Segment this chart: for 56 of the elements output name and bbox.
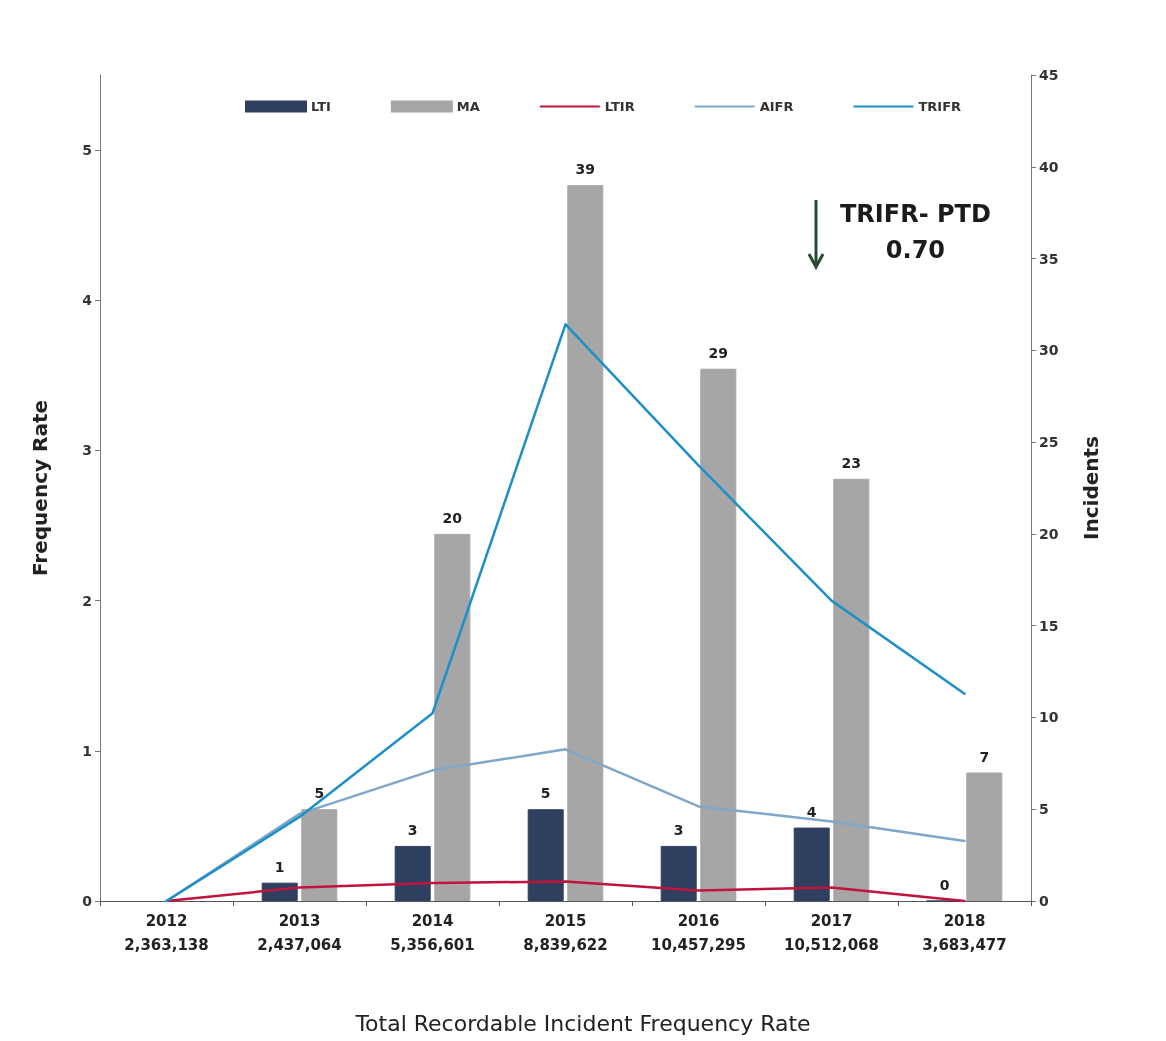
line-series xyxy=(165,323,966,903)
x-tick-label: 2018 3,683,477 xyxy=(922,912,1007,954)
data-label: 23 xyxy=(841,454,862,471)
bar xyxy=(966,772,1003,901)
bar xyxy=(833,478,870,901)
text: Total Recordable Incident Frequency Rate xyxy=(354,1010,811,1036)
x-tick-label: 2015 8,839,622 xyxy=(523,912,608,954)
bar xyxy=(793,827,830,901)
data-label: 5 xyxy=(540,785,551,802)
y-tick-label: 1 xyxy=(82,742,92,759)
bar xyxy=(567,185,604,901)
y-tick-label: 4 xyxy=(82,292,93,309)
y2-tick-label: 10 xyxy=(1039,709,1059,726)
x-tick-label: 2014 5,356,601 xyxy=(390,912,475,954)
y2-tick-label: 5 xyxy=(1039,801,1049,818)
data-label: 39 xyxy=(575,161,596,178)
bar xyxy=(434,533,471,901)
data-label: 1 xyxy=(274,858,285,875)
y2-axis-title: Incidents xyxy=(1079,436,1103,540)
x-tick-label: 2012 2,363,138 xyxy=(124,912,209,954)
line-series xyxy=(165,880,966,903)
data-label: 3 xyxy=(673,821,684,838)
bar xyxy=(394,845,431,901)
legend-label: LTIR xyxy=(604,99,635,114)
bar xyxy=(301,809,338,901)
y2-tick-label: 40 xyxy=(1039,158,1059,175)
x-tick-label: 2016 10,457,295 xyxy=(651,912,746,954)
legend-label: LTI xyxy=(311,99,331,114)
bar xyxy=(700,368,737,901)
annotation: TRIFR- PTD 0.70 xyxy=(840,199,991,266)
y2-tick-label: 15 xyxy=(1039,617,1059,634)
y-tick-label: 0 xyxy=(82,893,93,909)
data-label: 5 xyxy=(314,785,325,802)
legend-label: AIFR xyxy=(759,99,794,114)
y-tick-label: 3 xyxy=(82,442,92,459)
data-label: 29 xyxy=(708,344,729,361)
y2-tick-label: 20 xyxy=(1039,525,1059,542)
y-tick-label: 2 xyxy=(82,592,92,609)
y2-tick-label: 45 xyxy=(1039,67,1059,83)
data-label: 3 xyxy=(407,821,418,838)
y-tick-label: 5 xyxy=(82,142,92,159)
data-label: 7 xyxy=(979,748,990,765)
x-tick-label: 2013 2,437,064 xyxy=(257,912,342,954)
y2-tick-label: 0 xyxy=(1039,893,1049,909)
y2-tick-label: 25 xyxy=(1039,434,1059,451)
x-tick-label: 2017 10,512,068 xyxy=(784,912,879,954)
legend-label: TRIFR xyxy=(918,99,962,114)
y2-tick-label: 30 xyxy=(1039,342,1059,359)
data-label: 20 xyxy=(442,509,463,526)
bar xyxy=(527,809,564,901)
y2-tick-label: 35 xyxy=(1039,250,1059,267)
y-axis-title: Frequency Rate xyxy=(28,399,52,577)
legend-label: MA xyxy=(456,99,480,114)
bar xyxy=(660,845,697,901)
data-label: 4 xyxy=(806,803,817,820)
data-label: 0 xyxy=(939,876,950,893)
